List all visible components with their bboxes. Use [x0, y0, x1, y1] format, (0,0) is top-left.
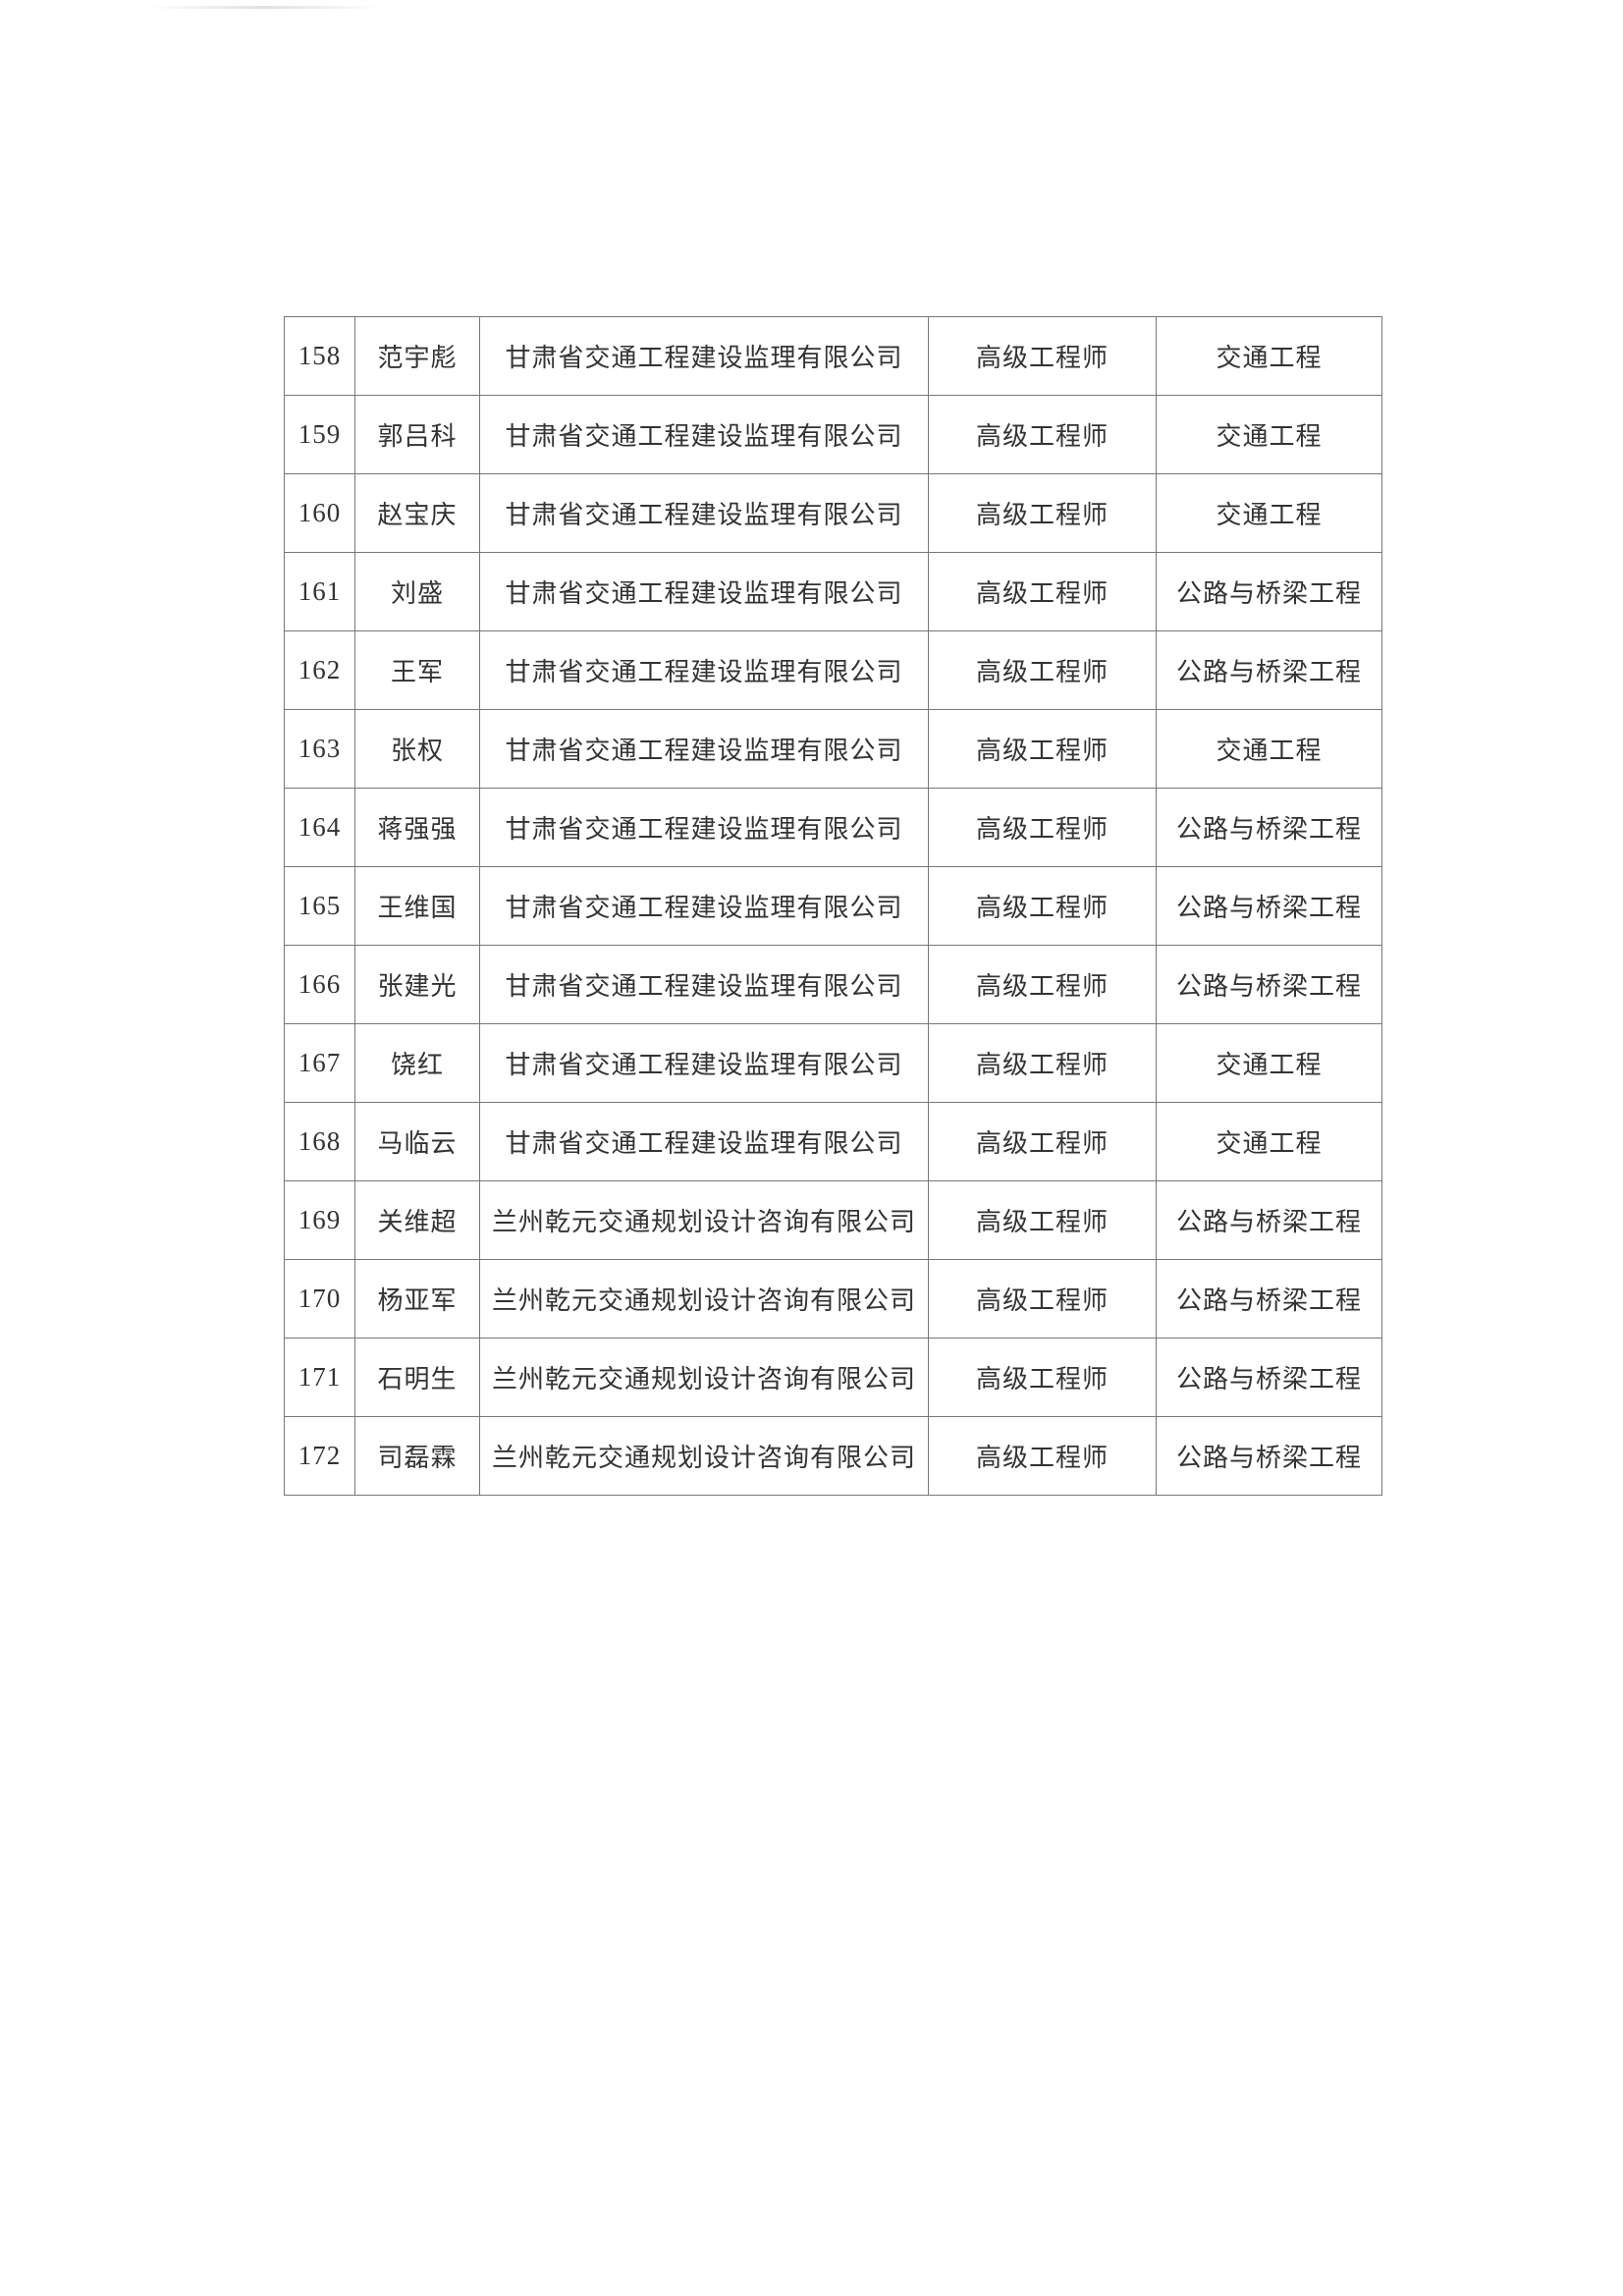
- cell-field: 公路与桥梁工程: [1156, 630, 1382, 710]
- table-row: 172 司磊霖 兰州乾元交通规划设计咨询有限公司 高级工程师 公路与桥梁工程: [284, 1416, 1382, 1496]
- cell-title: 高级工程师: [928, 1338, 1157, 1417]
- cell-company: 甘肃省交通工程建设监理有限公司: [479, 316, 929, 396]
- cell-number: 168: [284, 1102, 355, 1181]
- cell-number: 171: [284, 1338, 355, 1417]
- cell-field: 公路与桥梁工程: [1156, 945, 1382, 1024]
- cell-number: 165: [284, 866, 355, 946]
- cell-name: 王军: [354, 630, 480, 710]
- cell-title: 高级工程师: [928, 1180, 1157, 1260]
- cell-number: 161: [284, 552, 355, 631]
- cell-title: 高级工程师: [928, 709, 1157, 789]
- cell-name: 杨亚军: [354, 1259, 480, 1339]
- cell-company: 兰州乾元交通规划设计咨询有限公司: [479, 1180, 929, 1260]
- cell-title: 高级工程师: [928, 316, 1157, 396]
- cell-title: 高级工程师: [928, 1416, 1157, 1496]
- cell-number: 163: [284, 709, 355, 789]
- cell-title: 高级工程师: [928, 788, 1157, 867]
- cell-number: 172: [284, 1416, 355, 1496]
- cell-company: 甘肃省交通工程建设监理有限公司: [479, 788, 929, 867]
- table-row: 167 饶红 甘肃省交通工程建设监理有限公司 高级工程师 交通工程: [284, 1023, 1382, 1103]
- table-row: 159 郭吕科 甘肃省交通工程建设监理有限公司 高级工程师 交通工程: [284, 395, 1382, 474]
- cell-name: 郭吕科: [354, 395, 480, 474]
- cell-name: 饶红: [354, 1023, 480, 1103]
- cell-company: 甘肃省交通工程建设监理有限公司: [479, 709, 929, 789]
- cell-company: 甘肃省交通工程建设监理有限公司: [479, 1102, 929, 1181]
- cell-name: 王维国: [354, 866, 480, 946]
- cell-number: 160: [284, 473, 355, 553]
- cell-title: 高级工程师: [928, 945, 1157, 1024]
- cell-field: 交通工程: [1156, 473, 1382, 553]
- cell-field: 公路与桥梁工程: [1156, 1416, 1382, 1496]
- personnel-table: 158 范宇彪 甘肃省交通工程建设监理有限公司 高级工程师 交通工程 159 郭吕科 甘肃省交…: [284, 316, 1382, 1496]
- cell-title: 高级工程师: [928, 473, 1157, 553]
- cell-title: 高级工程师: [928, 395, 1157, 474]
- cell-name: 张建光: [354, 945, 480, 1024]
- cell-title: 高级工程师: [928, 552, 1157, 631]
- table-row: 165 王维国 甘肃省交通工程建设监理有限公司 高级工程师 公路与桥梁工程: [284, 866, 1382, 946]
- cell-company: 兰州乾元交通规划设计咨询有限公司: [479, 1259, 929, 1339]
- cell-number: 169: [284, 1180, 355, 1260]
- cell-field: 交通工程: [1156, 709, 1382, 789]
- table-row: 171 石明生 兰州乾元交通规划设计咨询有限公司 高级工程师 公路与桥梁工程: [284, 1338, 1382, 1417]
- cell-number: 158: [284, 316, 355, 396]
- cell-field: 交通工程: [1156, 395, 1382, 474]
- cell-name: 赵宝庆: [354, 473, 480, 553]
- table-row: 163 张权 甘肃省交通工程建设监理有限公司 高级工程师 交通工程: [284, 709, 1382, 789]
- cell-number: 162: [284, 630, 355, 710]
- table-row: 170 杨亚军 兰州乾元交通规划设计咨询有限公司 高级工程师 公路与桥梁工程: [284, 1259, 1382, 1339]
- cell-name: 蒋强强: [354, 788, 480, 867]
- cell-field: 公路与桥梁工程: [1156, 552, 1382, 631]
- cell-company: 甘肃省交通工程建设监理有限公司: [479, 473, 929, 553]
- cell-company: 甘肃省交通工程建设监理有限公司: [479, 395, 929, 474]
- cell-field: 公路与桥梁工程: [1156, 1338, 1382, 1417]
- cell-company: 甘肃省交通工程建设监理有限公司: [479, 552, 929, 631]
- cell-company: 兰州乾元交通规划设计咨询有限公司: [479, 1338, 929, 1417]
- cell-name: 张权: [354, 709, 480, 789]
- cell-name: 马临云: [354, 1102, 480, 1181]
- cell-field: 交通工程: [1156, 1102, 1382, 1181]
- cell-field: 公路与桥梁工程: [1156, 866, 1382, 946]
- cell-company: 甘肃省交通工程建设监理有限公司: [479, 945, 929, 1024]
- cell-number: 167: [284, 1023, 355, 1103]
- cell-field: 交通工程: [1156, 1023, 1382, 1103]
- cell-title: 高级工程师: [928, 1102, 1157, 1181]
- table-row: 164 蒋强强 甘肃省交通工程建设监理有限公司 高级工程师 公路与桥梁工程: [284, 788, 1382, 867]
- cell-number: 166: [284, 945, 355, 1024]
- table-row: 169 关维超 兰州乾元交通规划设计咨询有限公司 高级工程师 公路与桥梁工程: [284, 1180, 1382, 1260]
- cell-name: 范宇彪: [354, 316, 480, 396]
- cell-company: 甘肃省交通工程建设监理有限公司: [479, 866, 929, 946]
- table-row: 162 王军 甘肃省交通工程建设监理有限公司 高级工程师 公路与桥梁工程: [284, 630, 1382, 710]
- cell-name: 刘盛: [354, 552, 480, 631]
- cell-number: 164: [284, 788, 355, 867]
- cell-number: 159: [284, 395, 355, 474]
- table-row: 161 刘盛 甘肃省交通工程建设监理有限公司 高级工程师 公路与桥梁工程: [284, 552, 1382, 631]
- cell-title: 高级工程师: [928, 1023, 1157, 1103]
- cell-company: 甘肃省交通工程建设监理有限公司: [479, 1023, 929, 1103]
- cell-name: 关维超: [354, 1180, 480, 1260]
- cell-field: 交通工程: [1156, 316, 1382, 396]
- table-row: 166 张建光 甘肃省交通工程建设监理有限公司 高级工程师 公路与桥梁工程: [284, 945, 1382, 1024]
- cell-number: 170: [284, 1259, 355, 1339]
- table-row: 158 范宇彪 甘肃省交通工程建设监理有限公司 高级工程师 交通工程: [284, 316, 1382, 396]
- cell-company: 甘肃省交通工程建设监理有限公司: [479, 630, 929, 710]
- cell-title: 高级工程师: [928, 630, 1157, 710]
- table-row: 160 赵宝庆 甘肃省交通工程建设监理有限公司 高级工程师 交通工程: [284, 473, 1382, 553]
- cell-field: 公路与桥梁工程: [1156, 1259, 1382, 1339]
- cell-company: 兰州乾元交通规划设计咨询有限公司: [479, 1416, 929, 1496]
- cell-name: 司磊霖: [354, 1416, 480, 1496]
- cell-title: 高级工程师: [928, 1259, 1157, 1339]
- cell-title: 高级工程师: [928, 866, 1157, 946]
- cell-name: 石明生: [354, 1338, 480, 1417]
- cell-field: 公路与桥梁工程: [1156, 1180, 1382, 1260]
- cell-field: 公路与桥梁工程: [1156, 788, 1382, 867]
- scan-artifact: [147, 6, 383, 9]
- table-row: 168 马临云 甘肃省交通工程建设监理有限公司 高级工程师 交通工程: [284, 1102, 1382, 1181]
